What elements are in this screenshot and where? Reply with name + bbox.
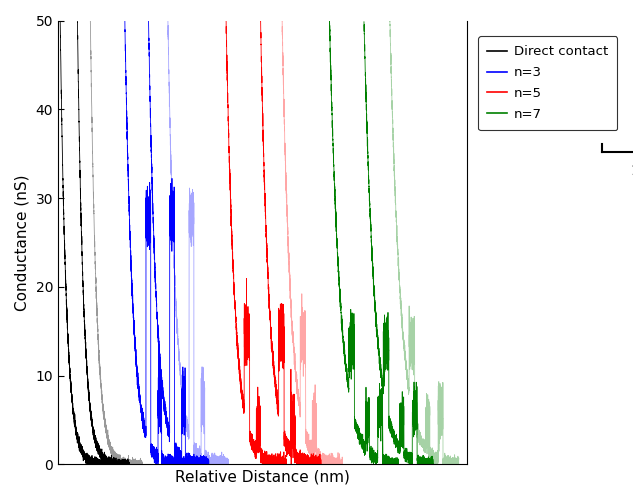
X-axis label: Relative Distance (nm): Relative Distance (nm) xyxy=(175,470,350,485)
Legend: Direct contact, n=3, n=5, n=7: Direct contact, n=3, n=5, n=7 xyxy=(478,36,617,130)
Text: 1  nm: 1 nm xyxy=(631,164,633,178)
Y-axis label: Conductance (nS): Conductance (nS) xyxy=(15,174,30,310)
